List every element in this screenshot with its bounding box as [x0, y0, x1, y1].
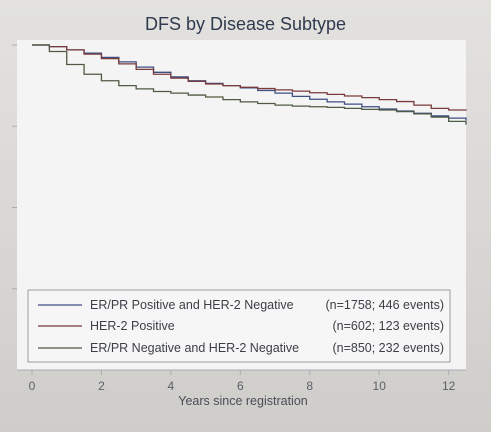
legend-label-2: ER/PR Negative and HER-2 Negative — [90, 341, 299, 355]
x-tick-label-3: 6 — [237, 379, 244, 393]
x-tick-label-1: 2 — [98, 379, 105, 393]
legend-stats-2: (n=850; 232 events) — [332, 341, 444, 355]
chart-title: DFS by Disease Subtype — [144, 14, 347, 34]
x-tick-label-5: 10 — [373, 379, 387, 393]
x-axis-title: Years since registration — [178, 394, 308, 408]
series-layer — [32, 44, 467, 125]
legend-label-1: HER-2 Positive — [90, 319, 175, 333]
legend: ER/PR Positive and HER-2 Negative (n=1758… — [27, 289, 451, 363]
x-tick-label-4: 8 — [306, 379, 313, 393]
legend-label-0: ER/PR Positive and HER-2 Negative — [90, 298, 294, 312]
x-tick-label-6: 12 — [442, 379, 456, 393]
series-line-1 — [32, 44, 467, 111]
x-tick-label-0: 0 — [29, 379, 36, 393]
x-axis: 0 2 4 6 8 10 12 — [29, 370, 456, 393]
y-axis — [12, 44, 17, 290]
legend-box — [27, 289, 451, 363]
legend-stats-0: (n=1758; 446 events) — [326, 298, 445, 312]
legend-stats-1: (n=602; 123 events) — [332, 319, 444, 333]
x-tick-label-2: 4 — [168, 379, 175, 393]
series-line-2 — [32, 44, 467, 125]
